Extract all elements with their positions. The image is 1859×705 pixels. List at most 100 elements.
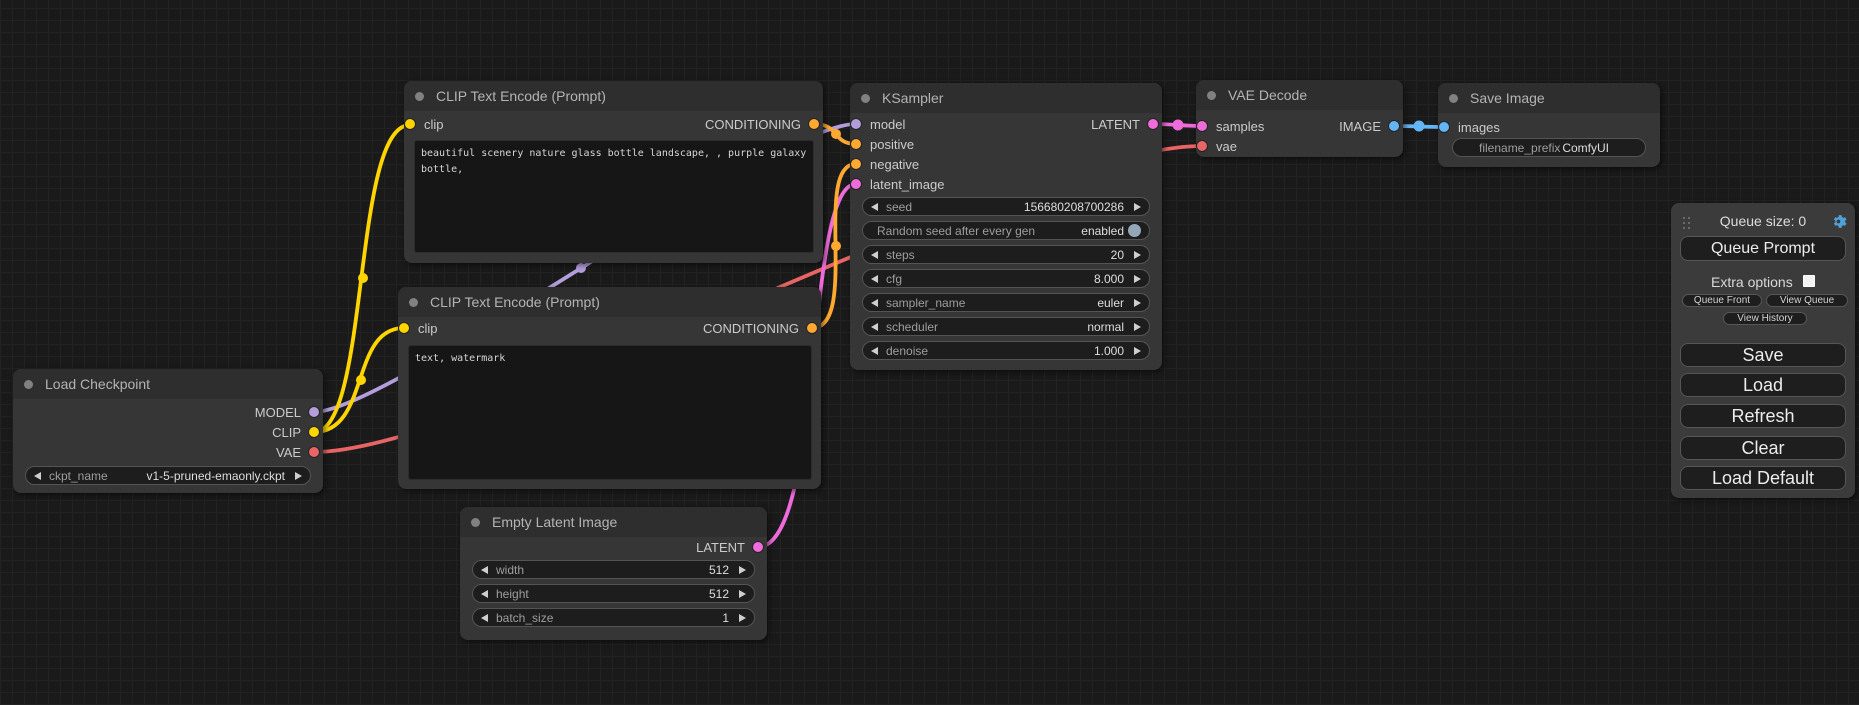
queue-prompt-button[interactable]: Queue Prompt [1680, 236, 1846, 261]
collapse-dot-icon[interactable] [1449, 93, 1458, 103]
increment-arrow-icon[interactable] [295, 471, 302, 480]
node-clip-text-encode-positive[interactable]: CLIP Text Encode (Prompt) clip CONDITION… [404, 81, 823, 263]
decrement-arrow-icon[interactable] [481, 565, 488, 574]
output-slot-clip[interactable]: CLIP [272, 424, 319, 440]
conditioning-slot-dot[interactable] [851, 159, 861, 169]
clip-slot-dot[interactable] [309, 427, 319, 437]
conditioning-slot-dot[interactable] [809, 119, 819, 129]
output-slot-conditioning[interactable]: CONDITIONING [705, 116, 819, 132]
decrement-arrow-icon[interactable] [871, 202, 878, 211]
latent-slot-dot[interactable] [1197, 121, 1207, 131]
steps-widget[interactable]: steps 20 [862, 245, 1150, 264]
input-slot-vae[interactable]: vae [1197, 138, 1237, 154]
filename-prefix-widget[interactable]: filename_prefix ComfyUI [1452, 138, 1646, 157]
decrement-arrow-icon[interactable] [871, 250, 878, 259]
node-vae-decode[interactable]: VAE Decode samples vae IMAGE [1196, 80, 1403, 157]
node-title-bar[interactable]: Load Checkpoint [13, 369, 323, 399]
sampler-name-widget[interactable]: sampler_name euler [862, 293, 1150, 312]
output-slot-conditioning[interactable]: CONDITIONING [703, 320, 817, 336]
conditioning-slot-dot[interactable] [851, 139, 861, 149]
decrement-arrow-icon[interactable] [481, 613, 488, 622]
ckpt-name-widget[interactable]: ckpt_name v1-5-pruned-emaonly.ckpt [25, 466, 311, 485]
clip-slot-dot[interactable] [405, 119, 415, 129]
increment-arrow-icon[interactable] [739, 565, 746, 574]
decrement-arrow-icon[interactable] [871, 298, 878, 307]
increment-arrow-icon[interactable] [739, 589, 746, 598]
node-ksampler[interactable]: KSampler model positive negative latent_… [850, 83, 1162, 370]
input-slot-clip[interactable]: clip [405, 116, 444, 132]
refresh-button[interactable]: Refresh [1680, 404, 1846, 428]
toggle-enabled-icon[interactable] [1128, 224, 1141, 237]
node-load-checkpoint[interactable]: Load Checkpoint MODEL CLIP VAE ckpt_name… [13, 369, 323, 493]
increment-arrow-icon[interactable] [1134, 274, 1141, 283]
save-button[interactable]: Save [1680, 343, 1846, 367]
cfg-widget[interactable]: cfg 8.000 [862, 269, 1150, 288]
width-widget[interactable]: width 512 [472, 560, 755, 579]
input-slot-negative[interactable]: negative [851, 156, 919, 172]
extra-options-checkbox[interactable] [1803, 275, 1815, 287]
node-title-bar[interactable]: Save Image [1438, 83, 1660, 113]
model-slot-dot[interactable] [309, 407, 319, 417]
input-slot-samples[interactable]: samples [1197, 118, 1264, 134]
view-history-button[interactable]: View History [1723, 312, 1807, 325]
output-slot-model[interactable]: MODEL [255, 404, 319, 420]
latent-slot-dot[interactable] [1148, 119, 1158, 129]
load-button[interactable]: Load [1680, 373, 1846, 397]
drag-handle-icon[interactable] [1683, 217, 1685, 219]
clip-slot-dot[interactable] [399, 323, 409, 333]
input-slot-latent-image[interactable]: latent_image [851, 176, 944, 192]
input-slot-clip[interactable]: clip [399, 320, 438, 336]
increment-arrow-icon[interactable] [739, 613, 746, 622]
decrement-arrow-icon[interactable] [871, 274, 878, 283]
batch-size-widget[interactable]: batch_size 1 [472, 608, 755, 627]
output-slot-vae[interactable]: VAE [276, 444, 319, 460]
increment-arrow-icon[interactable] [1134, 202, 1141, 211]
decrement-arrow-icon[interactable] [34, 471, 41, 480]
input-slot-model[interactable]: model [851, 116, 905, 132]
increment-arrow-icon[interactable] [1134, 346, 1141, 355]
denoise-widget[interactable]: denoise 1.000 [862, 341, 1150, 360]
node-title-bar[interactable]: KSampler [850, 83, 1162, 113]
node-title-bar[interactable]: VAE Decode [1196, 80, 1403, 110]
settings-gear-icon[interactable] [1831, 213, 1848, 230]
decrement-arrow-icon[interactable] [871, 322, 878, 331]
collapse-dot-icon[interactable] [415, 91, 424, 101]
collapse-dot-icon[interactable] [1207, 90, 1216, 100]
latent-slot-dot[interactable] [851, 179, 861, 189]
collapse-dot-icon[interactable] [471, 517, 480, 527]
collapse-dot-icon[interactable] [24, 379, 33, 389]
seed-widget[interactable]: seed 156680208700286 [862, 197, 1150, 216]
node-save-image[interactable]: Save Image images filename_prefix ComfyU… [1438, 83, 1660, 167]
queue-front-button[interactable]: Queue Front [1682, 294, 1762, 307]
random-seed-toggle-widget[interactable]: Random seed after every gen enabled [862, 221, 1150, 240]
output-slot-latent[interactable]: LATENT [696, 539, 763, 555]
decrement-arrow-icon[interactable] [871, 346, 878, 355]
vae-slot-dot[interactable] [1197, 141, 1207, 151]
view-queue-button[interactable]: View Queue [1766, 294, 1848, 307]
node-title-bar[interactable]: CLIP Text Encode (Prompt) [398, 287, 821, 317]
image-slot-dot[interactable] [1389, 121, 1399, 131]
height-widget[interactable]: height 512 [472, 584, 755, 603]
output-slot-latent[interactable]: LATENT [1091, 116, 1158, 132]
increment-arrow-icon[interactable] [1134, 322, 1141, 331]
collapse-dot-icon[interactable] [409, 297, 418, 307]
collapse-dot-icon[interactable] [861, 93, 870, 103]
input-slot-positive[interactable]: positive [851, 136, 914, 152]
input-slot-images[interactable]: images [1439, 119, 1500, 135]
model-slot-dot[interactable] [851, 119, 861, 129]
latent-slot-dot[interactable] [753, 542, 763, 552]
increment-arrow-icon[interactable] [1134, 250, 1141, 259]
decrement-arrow-icon[interactable] [481, 589, 488, 598]
node-empty-latent-image[interactable]: Empty Latent Image LATENT width 512 heig… [460, 507, 767, 640]
prompt-textarea[interactable]: text, watermark [408, 345, 812, 480]
node-title-bar[interactable]: Empty Latent Image [460, 507, 767, 537]
scheduler-widget[interactable]: scheduler normal [862, 317, 1150, 336]
clear-button[interactable]: Clear [1680, 436, 1846, 460]
image-slot-dot[interactable] [1439, 122, 1449, 132]
conditioning-slot-dot[interactable] [807, 323, 817, 333]
prompt-textarea[interactable]: beautiful scenery nature glass bottle la… [414, 140, 814, 253]
increment-arrow-icon[interactable] [1134, 298, 1141, 307]
node-clip-text-encode-negative[interactable]: CLIP Text Encode (Prompt) clip CONDITION… [398, 287, 821, 489]
vae-slot-dot[interactable] [309, 447, 319, 457]
output-slot-image[interactable]: IMAGE [1339, 118, 1399, 134]
